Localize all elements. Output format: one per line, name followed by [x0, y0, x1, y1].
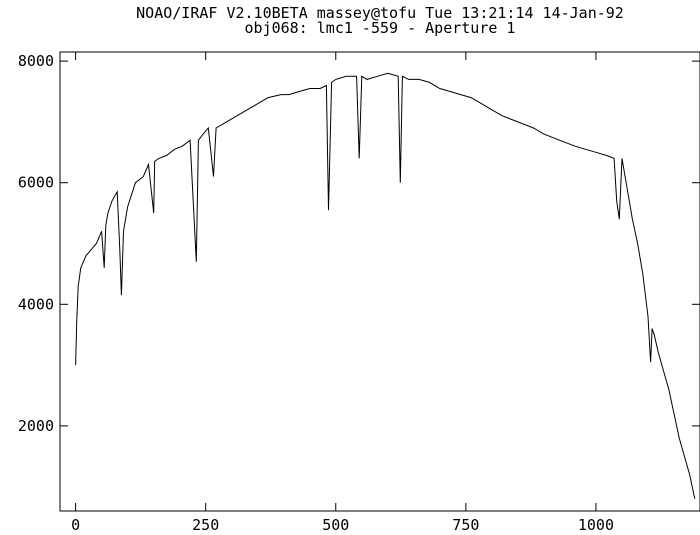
plot-frame — [59, 51, 700, 512]
x-tick-label: 500 — [322, 516, 349, 534]
chart-subtitle: obj068: lmc1 -559 - Aperture 1 — [244, 19, 516, 37]
x-tick-label: 0 — [71, 516, 80, 534]
y-tick-label: 2000 — [18, 417, 54, 435]
y-tick-label: 4000 — [18, 295, 54, 313]
chart-title: NOAO/IRAF V2.10BETA massey@tofu Tue 13:2… — [136, 4, 624, 22]
x-tick-label: 750 — [452, 516, 479, 534]
y-axis-ticks: 2000 4000 6000 8000 — [18, 52, 700, 435]
x-axis-ticks: 0 250 500 750 1000 — [71, 52, 614, 534]
x-tick-label: 250 — [192, 516, 219, 534]
spectrum-line — [75, 72, 696, 499]
y-tick-label: 6000 — [18, 174, 54, 192]
x-tick-label: 1000 — [578, 516, 614, 534]
y-tick-label: 8000 — [18, 52, 54, 70]
